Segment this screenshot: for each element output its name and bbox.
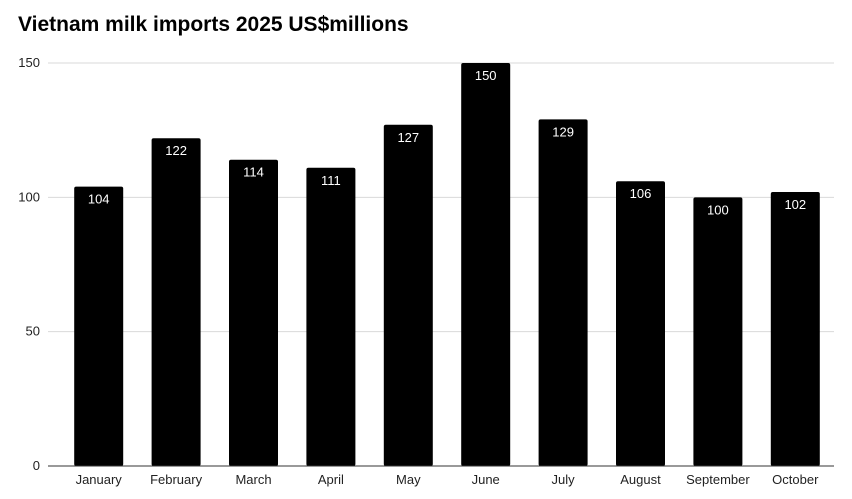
data-label: 111	[321, 173, 341, 188]
data-label: 100	[707, 202, 729, 217]
x-tick-label: August	[620, 472, 661, 487]
bar	[306, 167, 356, 466]
x-tick-label: March	[235, 472, 271, 487]
chart-title: Vietnam milk imports 2025 US$millions	[18, 13, 409, 36]
y-tick-label: 50	[26, 324, 40, 339]
bar	[538, 119, 588, 467]
data-label: 150	[475, 68, 497, 83]
data-label: 106	[630, 186, 652, 201]
y-tick-label: 100	[18, 189, 40, 204]
bar	[616, 181, 665, 467]
bar	[383, 124, 433, 466]
x-tick-label: May	[396, 472, 421, 487]
bar	[461, 63, 511, 466]
bar	[74, 186, 124, 466]
data-label: 114	[243, 165, 264, 180]
x-tick-label: October	[772, 472, 819, 487]
bar	[693, 197, 743, 467]
x-tick-label: June	[472, 472, 500, 487]
data-label: 129	[552, 124, 574, 139]
y-tick-label: 150	[18, 55, 40, 70]
data-label: 127	[397, 130, 419, 145]
x-tick-label: September	[686, 472, 750, 487]
bars: 104 122 114 111 127 150 129 106 100 102	[74, 63, 820, 467]
y-tick-label: 0	[33, 458, 40, 473]
y-axis-ticks: 0 50 100 150	[18, 55, 40, 473]
data-label: 102	[784, 197, 806, 212]
x-tick-label: January	[76, 472, 123, 487]
data-label: 122	[165, 143, 187, 158]
x-tick-label: February	[150, 472, 203, 487]
bar	[151, 138, 201, 466]
bar	[770, 191, 820, 466]
x-tick-label: July	[552, 472, 576, 487]
data-label: 104	[88, 192, 110, 207]
bar	[229, 159, 278, 466]
x-tick-label: April	[318, 472, 344, 487]
x-axis-ticks: January February March April May June July Augu…	[76, 472, 820, 487]
